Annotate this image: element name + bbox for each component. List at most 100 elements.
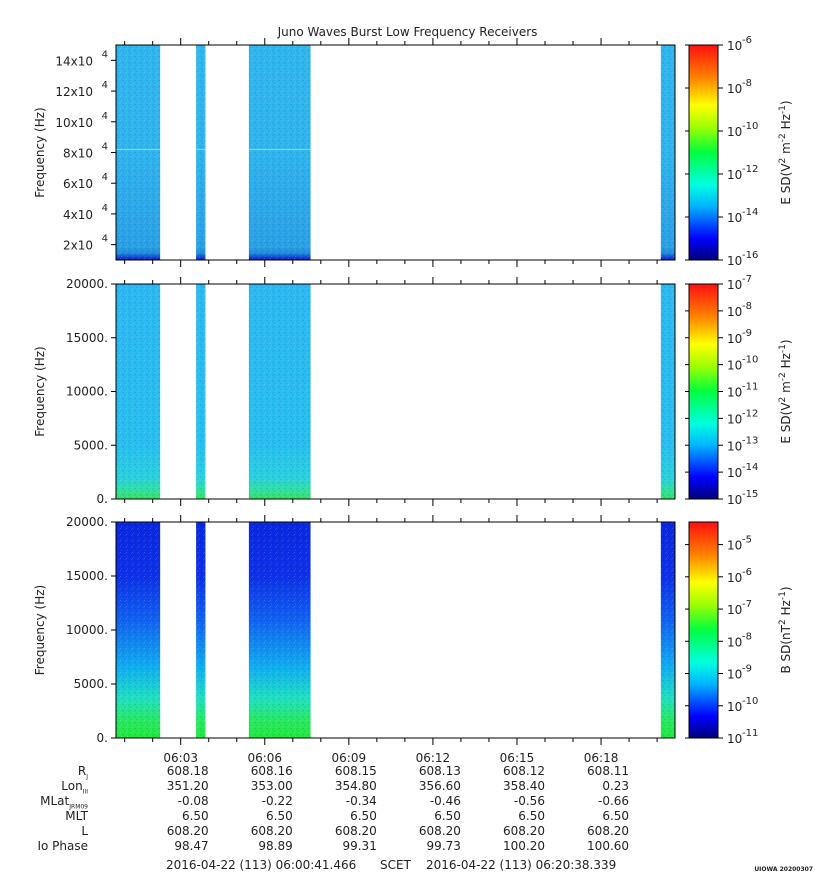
colorbar-tick-label: 10 [727,332,742,346]
ephemeris-value: 608.12 [502,764,545,778]
ephemeris-value: -0.08 [177,794,209,808]
colorbar-tick-exponent: -8 [742,78,752,89]
y-tick-label: 20000. [66,515,108,529]
colorbar-label: E SD(V2 m-2 Hz-1) [778,339,793,443]
credit-stamp: UIOWA 20200307 [754,866,813,873]
colorbar-label: B SD(nT2 Hz-1) [778,586,793,673]
colorbar-tick-label: 10 [727,278,742,292]
y-axis-label: Frequency (Hz) [33,107,47,198]
colorbar-tick-exponent: -11 [742,382,758,393]
ephemeris-value: 353.00 [250,779,293,793]
ephemeris-value: 608.16 [250,764,293,778]
ephemeris-value: 608.15 [334,764,377,778]
ephemeris-value: -0.66 [597,794,630,808]
ephemeris-value: 6.50 [434,809,461,823]
ephemeris-value: 98.89 [258,839,293,853]
y-tick-label: 8x10 [63,147,93,161]
colorbar-tick-exponent: -8 [742,631,752,642]
time-tick-label: 06:03 [163,751,198,765]
ephemeris-value: 6.50 [518,809,545,823]
y-tick-label: 12x10 [55,85,93,99]
data-texture-0-1 [196,45,206,260]
ephemeris-value: 354.80 [334,779,377,793]
colorbar-tick-label: 10 [727,359,742,373]
ephemeris-value: 358.40 [502,779,545,793]
ephemeris-value: 608.20 [502,824,545,838]
ephemeris-value: 98.47 [174,839,209,853]
y-tick-label: 14x10 [55,54,93,68]
ephemeris-label-subscript: J [86,773,88,781]
y-tick-exponent: 4 [102,142,108,153]
ephemeris-value: 608.18 [166,764,209,778]
ephemeris-value: 6.50 [350,809,377,823]
y-tick-label: 20000. [66,277,108,291]
data-texture-1-2 [248,284,311,499]
y-axis-label: Frequency (Hz) [33,585,47,676]
colorbar-label: E SD(V2 m-2 Hz-1) [778,100,793,204]
y-tick-label: 0. [97,492,108,506]
colorbar-2 [688,521,719,739]
y-tick-label: 10000. [66,623,108,637]
y-tick-label: 6x10 [63,177,93,191]
ephemeris-value: 99.73 [426,839,461,853]
colorbar-tick-exponent: -10 [742,696,758,707]
data-texture-1-0 [116,284,161,499]
colorbar-tick-label: 10 [727,635,742,649]
ephemeris-label-subscript: III [82,788,88,796]
colorbar-tick-label: 10 [727,39,742,53]
colorbar-tick-exponent: -16 [742,250,758,261]
ephemeris-value: 608.20 [587,824,630,838]
y-axis-label: Frequency (Hz) [33,346,47,437]
y-tick-label: 15000. [66,569,108,583]
colorbar-tick-label: 10 [727,254,742,268]
ephemeris-label: MLatJRM09 [40,794,88,811]
colorbar-tick-exponent: -13 [742,435,758,446]
colorbar-tick-label: 10 [727,439,742,453]
ephemeris-label: LonIII [61,779,88,796]
colorbar-0 [688,44,719,261]
y-tick-label: 5000. [74,438,108,452]
ephemeris-value: 608.20 [166,824,209,838]
data-texture-2-0 [116,522,161,738]
colorbar-tick-exponent: -8 [742,301,752,312]
ephemeris-value: -0.56 [513,794,545,808]
data-texture-2-1 [196,522,206,738]
colorbar-tick-exponent: -7 [742,274,752,285]
colorbar-tick-exponent: -9 [742,328,752,339]
colorbar-tick-exponent: -6 [742,567,752,578]
colorbar-tick-label: 10 [727,82,742,96]
scet-label: SCET [380,858,411,872]
colorbar-tick-exponent: -9 [742,664,752,675]
ephemeris-value: -0.22 [261,794,293,808]
ephemeris-value: 6.50 [266,809,293,823]
ephemeris-value: 608.20 [250,824,293,838]
colorbar-tick-exponent: -12 [742,164,758,175]
data-texture-1-1 [196,284,206,499]
y-tick-label: 10x10 [55,116,93,130]
data-texture-2-3 [660,522,675,738]
ephemeris-value: 356.60 [418,779,461,793]
data-texture-0-3 [660,45,675,260]
data-texture-0-0 [116,45,161,260]
data-texture-0-2 [248,45,311,260]
ephemeris-value: 608.13 [418,764,461,778]
colorbar-tick-label: 10 [727,211,742,225]
time-tick-label: 06:12 [416,751,451,765]
y-tick-label: 10000. [66,385,108,399]
colorbar-tick-exponent: -10 [742,121,758,132]
ephemeris-value: -0.34 [345,794,377,808]
colorbar-tick-exponent: -7 [742,599,752,610]
time-tick-label: 06:15 [500,751,535,765]
y-tick-exponent: 4 [102,203,108,214]
colorbar-tick-label: 10 [727,539,742,553]
ephemeris-value: 100.60 [587,839,630,853]
y-tick-exponent: 4 [102,111,108,122]
ephemeris-label-subscript: JRM09 [69,803,88,811]
ephemeris-value: 99.31 [342,839,377,853]
colorbar-tick-label: 10 [727,668,742,682]
ephemeris-value: 608.20 [418,824,461,838]
colorbar-tick-label: 10 [727,386,742,400]
ephemeris-label: MLT [65,809,88,823]
colorbar-tick-label: 10 [727,125,742,139]
